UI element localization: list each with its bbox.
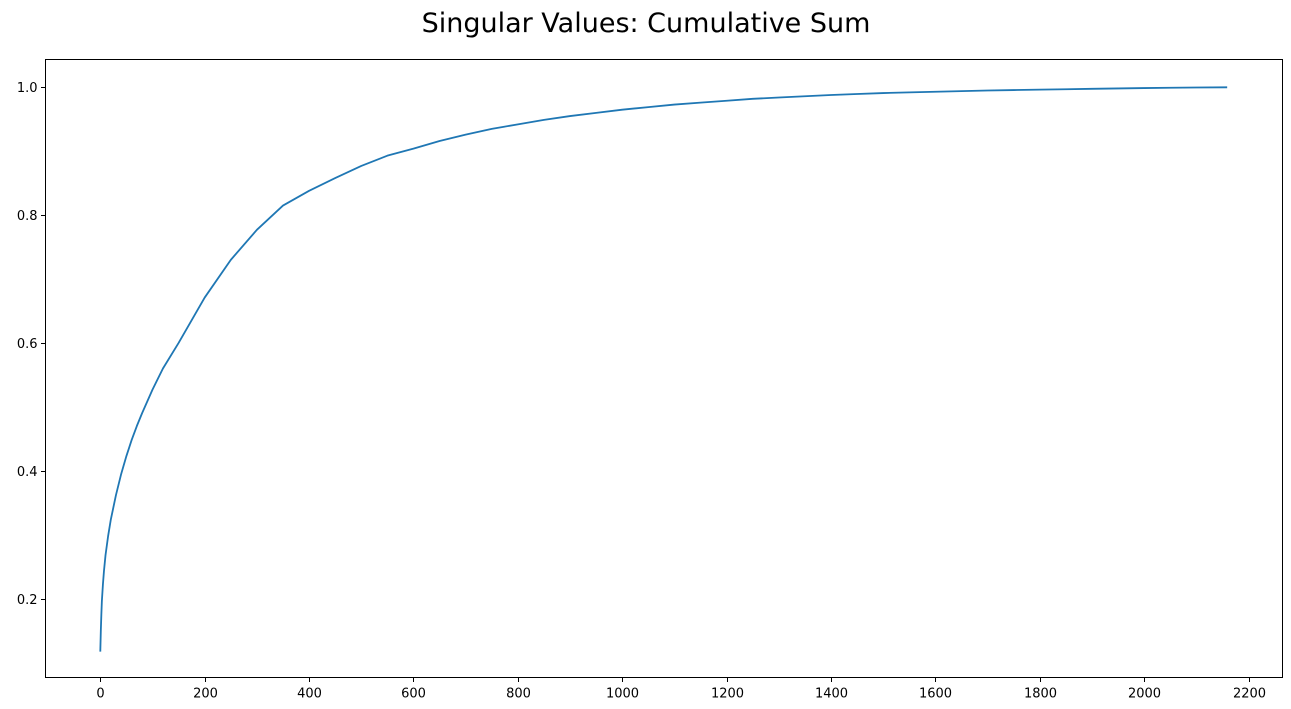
- x-tick-label: 1200: [711, 687, 744, 702]
- x-tick-label: 1800: [1024, 687, 1057, 702]
- x-tick-label: 1400: [815, 687, 848, 702]
- y-tick-label: 0.4: [17, 465, 38, 480]
- y-tick-label: 0.2: [17, 593, 38, 608]
- x-tick-label: 0: [96, 687, 104, 702]
- x-tick-label: 400: [297, 687, 322, 702]
- y-tick-label: 1.0: [17, 81, 38, 96]
- chart-title: Singular Values: Cumulative Sum: [422, 8, 871, 39]
- axes-frame: [45, 59, 1283, 678]
- x-tick-label: 600: [401, 687, 426, 702]
- x-tick-label: 2200: [1233, 687, 1266, 702]
- x-tick-label: 1000: [606, 687, 639, 702]
- y-tick-label: 0.6: [17, 337, 38, 352]
- x-tick-label: 200: [193, 687, 218, 702]
- plot-area: [99, 86, 1228, 652]
- x-tick-label: 800: [506, 687, 531, 702]
- x-tick-label: 2000: [1128, 687, 1161, 702]
- series-line: [99, 86, 1228, 652]
- x-axis: 0 200 400 600 800 1000 1200 1400 1600 1800 2000 220…: [96, 677, 1266, 702]
- y-tick-label: 0.8: [17, 209, 38, 224]
- x-tick-label: 1600: [919, 687, 952, 702]
- y-axis: 0.2 0.4 0.6 0.8 1.0: [17, 81, 46, 608]
